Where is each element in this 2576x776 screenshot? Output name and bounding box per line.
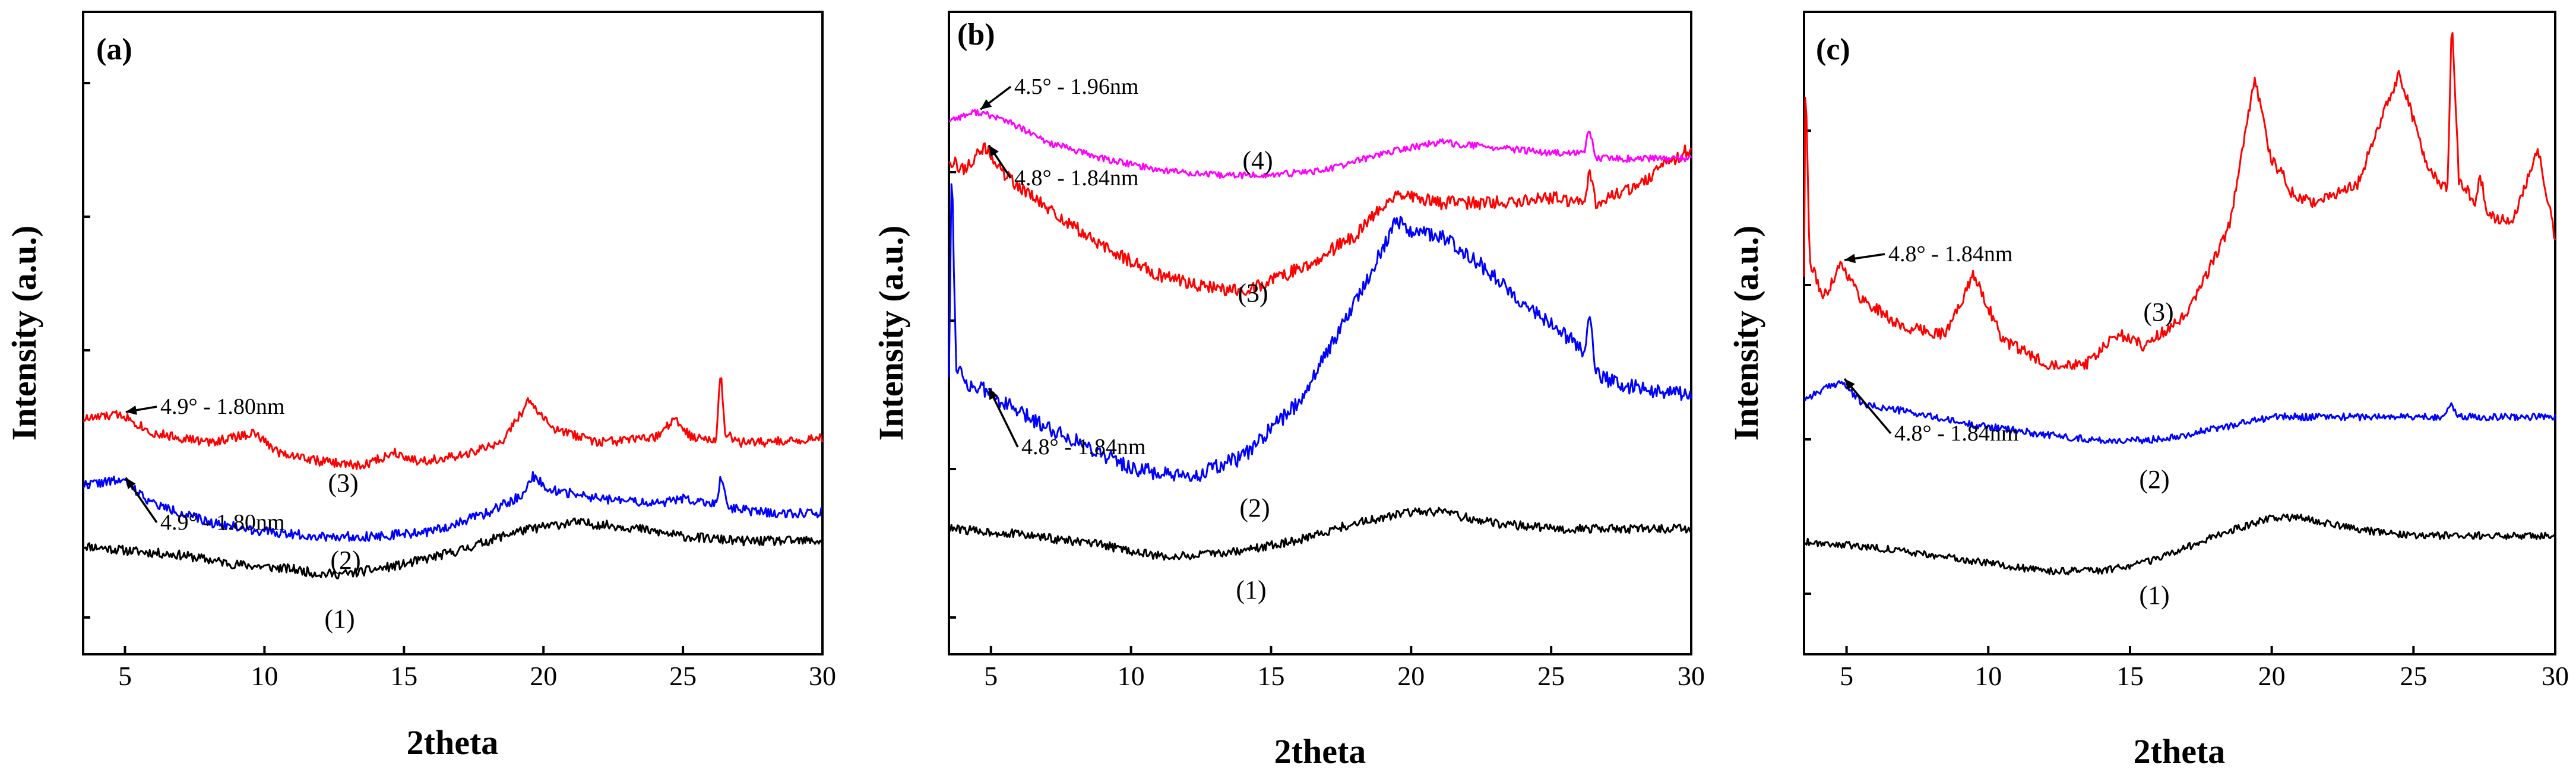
panel-b-curve-labels: (1) (2) (3) (4) — [1236, 146, 1273, 604]
panel-a-xtick-label-20: 20 — [530, 661, 557, 691]
panel-b-series — [948, 109, 1692, 561]
panel-c: (c) Intensity (a.u.) 2theta 5 10 15 20 25 30 … — [1727, 11, 2569, 771]
panel-c-series-1 — [1803, 514, 2556, 576]
panel-b-annotation-arrow-3 — [988, 388, 1019, 448]
panel-a-xtick-label-30: 30 — [809, 661, 836, 691]
panel-b-xtick-label-10: 10 — [1118, 661, 1145, 691]
panel-a-curve-label-3: (3) — [328, 468, 358, 498]
panel-c-annotations: 4.8° - 1.84nm 4.8° - 1.84nm — [1843, 242, 2018, 446]
panel-a-annotation-arrowhead-2 — [125, 477, 136, 489]
panel-c-ticks: 5 10 15 20 25 30 — [1804, 129, 2569, 691]
panel-b-annotation-arrowhead-3 — [989, 388, 998, 400]
panel-b-series-1 — [948, 506, 1692, 561]
panel-b-annotation-3: 4.8° - 1.84nm — [1021, 435, 1145, 460]
panel-c-series-3 — [1803, 31, 2556, 370]
panel-c-xtick-label-10: 10 — [1974, 661, 2002, 691]
panel-a-ylabel: Intensity (a.u.) — [5, 226, 43, 441]
panel-b-annotation-2: 4.8° - 1.84nm — [1014, 166, 1138, 191]
panel-b-annotations: 4.5° - 1.96nm 4.8° - 1.84nm 4.8° - 1.84n… — [980, 74, 1145, 460]
panel-a-annotations: 4.9° - 1.80nm 4.9° - 1.80nm — [125, 394, 284, 535]
panel-c-xtick-label-5: 5 — [1840, 661, 1853, 691]
panel-a-annotation-1: 4.9° - 1.80nm — [160, 394, 284, 419]
panel-a-series-1 — [83, 517, 824, 579]
panel-c-ylabel: Intensity (a.u.) — [1727, 226, 1765, 441]
panel-b-curve-label-2: (2) — [1239, 493, 1270, 522]
panel-c-xlabel: 2theta — [2134, 732, 2226, 771]
panel-c-series — [1803, 31, 2556, 576]
panel-b-xtick-label-25: 25 — [1537, 661, 1565, 691]
panel-a-xtick-label-5: 5 — [118, 661, 132, 691]
panel-a-curve-label-2: (2) — [330, 546, 360, 575]
panel-a-series-3 — [83, 377, 824, 470]
panel-b: (b) Intensity (a.u.) 2theta 5 10 15 20 25 30 … — [872, 11, 1705, 771]
panel-a-xtick-label-15: 15 — [390, 661, 417, 691]
panel-b-curve-label-3: (3) — [1238, 278, 1268, 308]
panel-c-curve-label-3: (3) — [2143, 297, 2173, 327]
panel-b-ticks: 5 10 15 20 25 30 — [949, 171, 1705, 691]
panel-c-curve-label-1: (1) — [2139, 581, 2169, 610]
panel-b-label: (b) — [957, 18, 995, 52]
panel-b-xlabel: 2theta — [1274, 732, 1366, 771]
panel-a-series-2 — [83, 471, 823, 542]
panel-b-xtick-label-20: 20 — [1397, 661, 1425, 691]
panel-b-curve-label-1: (1) — [1236, 575, 1266, 604]
panel-b-series-3 — [948, 142, 1692, 296]
panel-c-curve-label-2: (2) — [2139, 465, 2169, 494]
panel-c-xtick-label-15: 15 — [2116, 661, 2144, 691]
panel-b-xtick-label-30: 30 — [1678, 661, 1705, 691]
panel-c-xtick-label-30: 30 — [2542, 661, 2569, 691]
panel-b-xtick-label-15: 15 — [1257, 661, 1284, 691]
panel-c-xtick-label-20: 20 — [2258, 661, 2286, 691]
panel-c-annotation-2: 4.8° - 1.84nm — [1894, 421, 2018, 446]
panel-a: (a) Intensity (a.u.) 2theta 5 10 15 20 25 30 … — [5, 11, 836, 762]
panel-a-label: (a) — [96, 33, 132, 66]
panel-b-annotation-arrowhead-2 — [989, 145, 999, 157]
panel-c-annotation-arrow-2 — [1843, 378, 1892, 435]
panel-a-annotation-arrowhead-1 — [125, 405, 137, 415]
panel-c-annotation-arrowhead-2 — [1844, 379, 1855, 390]
panel-a-xtick-label-10: 10 — [251, 661, 278, 691]
panel-a-curve-label-1: (1) — [324, 604, 355, 634]
panel-b-curve-label-4: (4) — [1242, 146, 1273, 175]
panel-c-label: (c) — [1816, 33, 1850, 66]
panel-a-frame — [82, 11, 824, 655]
panel-c-curve-labels: (1) (2) (3) — [2139, 297, 2173, 610]
panel-a-annotation-2: 4.9° - 1.80nm — [160, 510, 284, 535]
panel-b-series-4 — [948, 109, 1692, 179]
panel-c-series-2 — [1803, 380, 2556, 445]
panel-b-annotation-arrowhead-1 — [980, 99, 992, 110]
panel-a-ticks: 5 10 15 20 25 30 — [83, 82, 836, 691]
panel-c-xtick-label-25: 25 — [2400, 661, 2427, 691]
panel-b-ylabel: Intensity (a.u.) — [872, 226, 910, 441]
panel-b-series-2 — [948, 183, 1692, 482]
panel-c-annotation-1: 4.8° - 1.84nm — [1888, 242, 2012, 267]
panel-a-series — [83, 377, 824, 579]
panel-a-curve-labels: (1) (2) (3) — [324, 468, 360, 634]
panel-c-annotation-arrowhead-1 — [1844, 254, 1856, 264]
panel-a-xtick-label-25: 25 — [669, 661, 697, 691]
panel-b-annotation-1: 4.5° - 1.96nm — [1014, 74, 1138, 99]
panel-b-xtick-label-5: 5 — [984, 661, 998, 691]
panel-c-frame — [1803, 11, 2556, 655]
panel-b-frame — [948, 11, 1692, 655]
panel-a-xlabel: 2theta — [407, 723, 499, 762]
